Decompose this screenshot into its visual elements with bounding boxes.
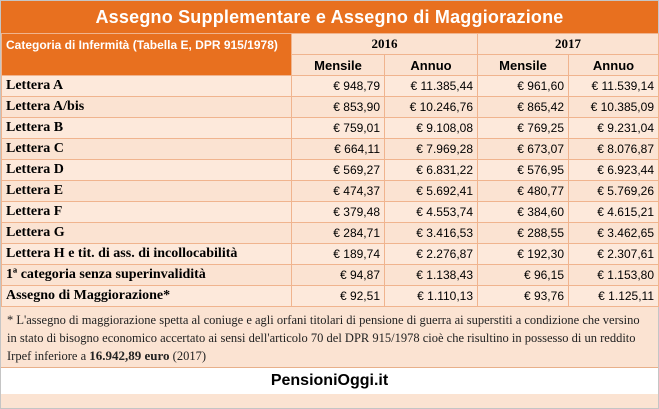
category-cell: Lettera E [1, 180, 292, 202]
category-cell: Lettera A [1, 75, 292, 97]
table-row: 1ª categoria senza superinvalidità € 94,8… [1, 264, 659, 286]
year-2016-header: 2016 [291, 33, 478, 55]
annuo-2016-cell: € 11.385,44 [384, 75, 478, 97]
annuo-2017-cell: € 8.076,87 [568, 138, 659, 160]
table-row: Lettera D € 569,27 € 6.831,22 € 576,95 € 6.9… [1, 159, 659, 181]
mensile-2016-cell: € 664,11 [291, 138, 385, 160]
annuo-2017-cell: € 6.923,44 [568, 159, 659, 181]
annuo-2016-cell: € 3.416,53 [384, 222, 478, 244]
mensile-2017-header: Mensile [477, 54, 569, 76]
mensile-2017-cell: € 961,60 [477, 75, 569, 97]
annuo-2017-cell: € 11.539,14 [568, 75, 659, 97]
annuo-2017-cell: € 2.307,61 [568, 243, 659, 265]
mensile-2017-cell: € 769,25 [477, 117, 569, 139]
annuo-2016-cell: € 7.969,28 [384, 138, 478, 160]
mensile-2016-cell: € 189,74 [291, 243, 385, 265]
table-row: Lettera C € 664,11 € 7.969,28 € 673,07 € 8.0… [1, 138, 659, 160]
annuo-2017-cell: € 10.385,09 [568, 96, 659, 118]
mensile-2016-cell: € 569,27 [291, 159, 385, 181]
table-row: Lettera G € 284,71 € 3.416,53 € 288,55 € 3.4… [1, 222, 659, 244]
mensile-2017-cell: € 576,95 [477, 159, 569, 181]
mensile-2017-cell: € 288,55 [477, 222, 569, 244]
category-cell: Assegno di Maggiorazione* [1, 285, 292, 307]
annuo-2017-header: Annuo [568, 54, 659, 76]
footnote-year: (2017) [169, 349, 206, 363]
annuo-2016-cell: € 2.276,87 [384, 243, 478, 265]
table-row: Lettera A € 948,79 € 11.385,44 € 961,60 € 11… [1, 75, 659, 97]
category-cell: Lettera F [1, 201, 292, 223]
footnote: * L'assegno di maggiorazione spetta al c… [1, 307, 658, 367]
annuo-2016-cell: € 5.692,41 [384, 180, 478, 202]
annuo-2017-cell: € 3.462,65 [568, 222, 659, 244]
annuo-2016-cell: € 1.138,43 [384, 264, 478, 286]
mensile-2016-cell: € 379,48 [291, 201, 385, 223]
year-2017-header: 2017 [477, 33, 659, 55]
annuo-2017-cell: € 9.231,04 [568, 117, 659, 139]
table-row: Lettera A/bis € 853,90 € 10.246,76 € 865,42… [1, 96, 659, 118]
annuo-2017-cell: € 1.153,80 [568, 264, 659, 286]
annuo-2016-cell: € 1.110,13 [384, 285, 478, 307]
category-cell: Lettera B [1, 117, 292, 139]
table-row: Lettera B € 759,01 € 9.108,08 € 769,25 € 9.2… [1, 117, 659, 139]
table-row: Lettera F € 379,48 € 4.553,74 € 384,60 € 4.6… [1, 201, 659, 223]
allowance-table: Categoria di Infermità (Tabella E, DPR 9… [1, 33, 659, 307]
category-cell: 1ª categoria senza superinvalidità [1, 264, 292, 286]
annuo-2017-cell: € 1.125,11 [568, 285, 659, 307]
annuo-2016-cell: € 9.108,08 [384, 117, 478, 139]
category-header: Categoria di Infermità (Tabella E, DPR 9… [1, 33, 292, 76]
annuo-2016-cell: € 10.246,76 [384, 96, 478, 118]
mensile-2016-cell: € 948,79 [291, 75, 385, 97]
annuo-2016-header: Annuo [384, 54, 478, 76]
mensile-2017-cell: € 96,15 [477, 264, 569, 286]
table-row: Lettera H e tit. di ass. di incollocabil… [1, 243, 659, 265]
annuo-2016-cell: € 4.553,74 [384, 201, 478, 223]
annuo-2017-cell: € 5.769,26 [568, 180, 659, 202]
mensile-2017-cell: € 480,77 [477, 180, 569, 202]
mensile-2016-cell: € 94,87 [291, 264, 385, 286]
page-title: Assegno Supplementare e Assegno di Maggi… [1, 1, 658, 33]
category-cell: Lettera C [1, 138, 292, 160]
mensile-2017-cell: € 865,42 [477, 96, 569, 118]
mensile-2017-cell: € 673,07 [477, 138, 569, 160]
mensile-2016-cell: € 474,37 [291, 180, 385, 202]
annuo-2016-cell: € 6.831,22 [384, 159, 478, 181]
mensile-2016-cell: € 284,71 [291, 222, 385, 244]
site-brand: PensioniOggi.it [1, 367, 658, 394]
category-cell: Lettera H e tit. di ass. di incollocabil… [1, 243, 292, 265]
category-cell: Lettera G [1, 222, 292, 244]
mensile-2016-cell: € 759,01 [291, 117, 385, 139]
table-row: Lettera E € 474,37 € 5.692,41 € 480,77 € 5.7… [1, 180, 659, 202]
mensile-2016-cell: € 92,51 [291, 285, 385, 307]
mensile-2017-cell: € 384,60 [477, 201, 569, 223]
annuo-2017-cell: € 4.615,21 [568, 201, 659, 223]
footnote-text: * L'assegno di maggiorazione spetta al c… [7, 313, 640, 363]
mensile-2016-header: Mensile [291, 54, 385, 76]
mensile-2017-cell: € 192,30 [477, 243, 569, 265]
mensile-2016-cell: € 853,90 [291, 96, 385, 118]
footnote-amount: 16.942,89 euro [89, 348, 170, 363]
category-cell: Lettera A/bis [1, 96, 292, 118]
table-row: Assegno di Maggiorazione* € 92,51 € 1.110,… [1, 285, 659, 307]
category-cell: Lettera D [1, 159, 292, 181]
mensile-2017-cell: € 93,76 [477, 285, 569, 307]
